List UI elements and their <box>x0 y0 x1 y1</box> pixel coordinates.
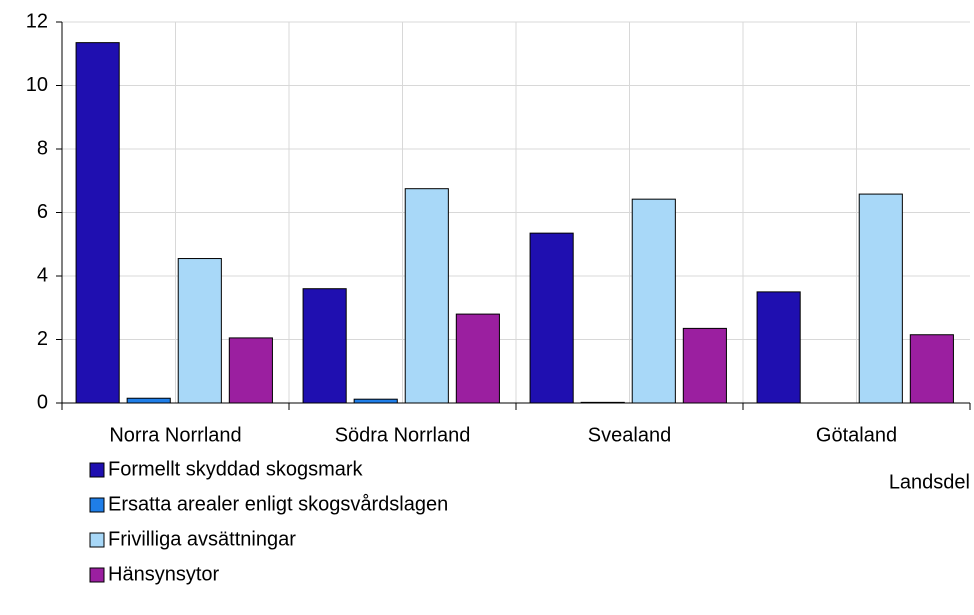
x-tick-label: Götaland <box>816 424 897 446</box>
bar <box>404 188 449 404</box>
bar <box>126 397 171 404</box>
legend-swatch <box>89 567 105 583</box>
bar <box>353 398 398 404</box>
bar <box>455 313 500 404</box>
bar <box>75 42 120 404</box>
legend-swatch <box>89 532 105 548</box>
x-tick-label: Svealand <box>588 424 671 446</box>
bar <box>580 401 625 404</box>
x-tick-label: Södra Norrland <box>335 424 471 446</box>
y-tick-label: 6 <box>37 201 48 223</box>
legend-label: Frivilliga avsättningar <box>108 528 296 550</box>
x-tick-label: Norra Norrland <box>109 424 241 446</box>
bar <box>177 258 222 404</box>
bar <box>909 334 954 404</box>
bar <box>682 327 727 404</box>
legend-swatch <box>89 462 105 478</box>
legend-label: Ersatta arealer enligt skogsvårdslagen <box>108 493 448 515</box>
y-tick-label: 4 <box>37 264 48 286</box>
bar <box>756 291 801 404</box>
bar <box>631 198 676 404</box>
bar <box>228 337 273 404</box>
bar <box>302 288 347 404</box>
bar <box>858 193 903 404</box>
y-tick-label: 2 <box>37 328 48 350</box>
y-tick-label: 0 <box>37 391 48 413</box>
bar <box>529 232 574 404</box>
x-axis-title: Landsdel <box>889 471 970 493</box>
legend-label: Formellt skyddad skogsmark <box>108 458 364 480</box>
legend-label: Hänsynsytor <box>108 563 219 585</box>
y-tick-label: 10 <box>26 74 48 96</box>
y-tick-label: 8 <box>37 137 48 159</box>
legend-swatch <box>89 497 105 513</box>
y-tick-label: 12 <box>26 10 48 32</box>
